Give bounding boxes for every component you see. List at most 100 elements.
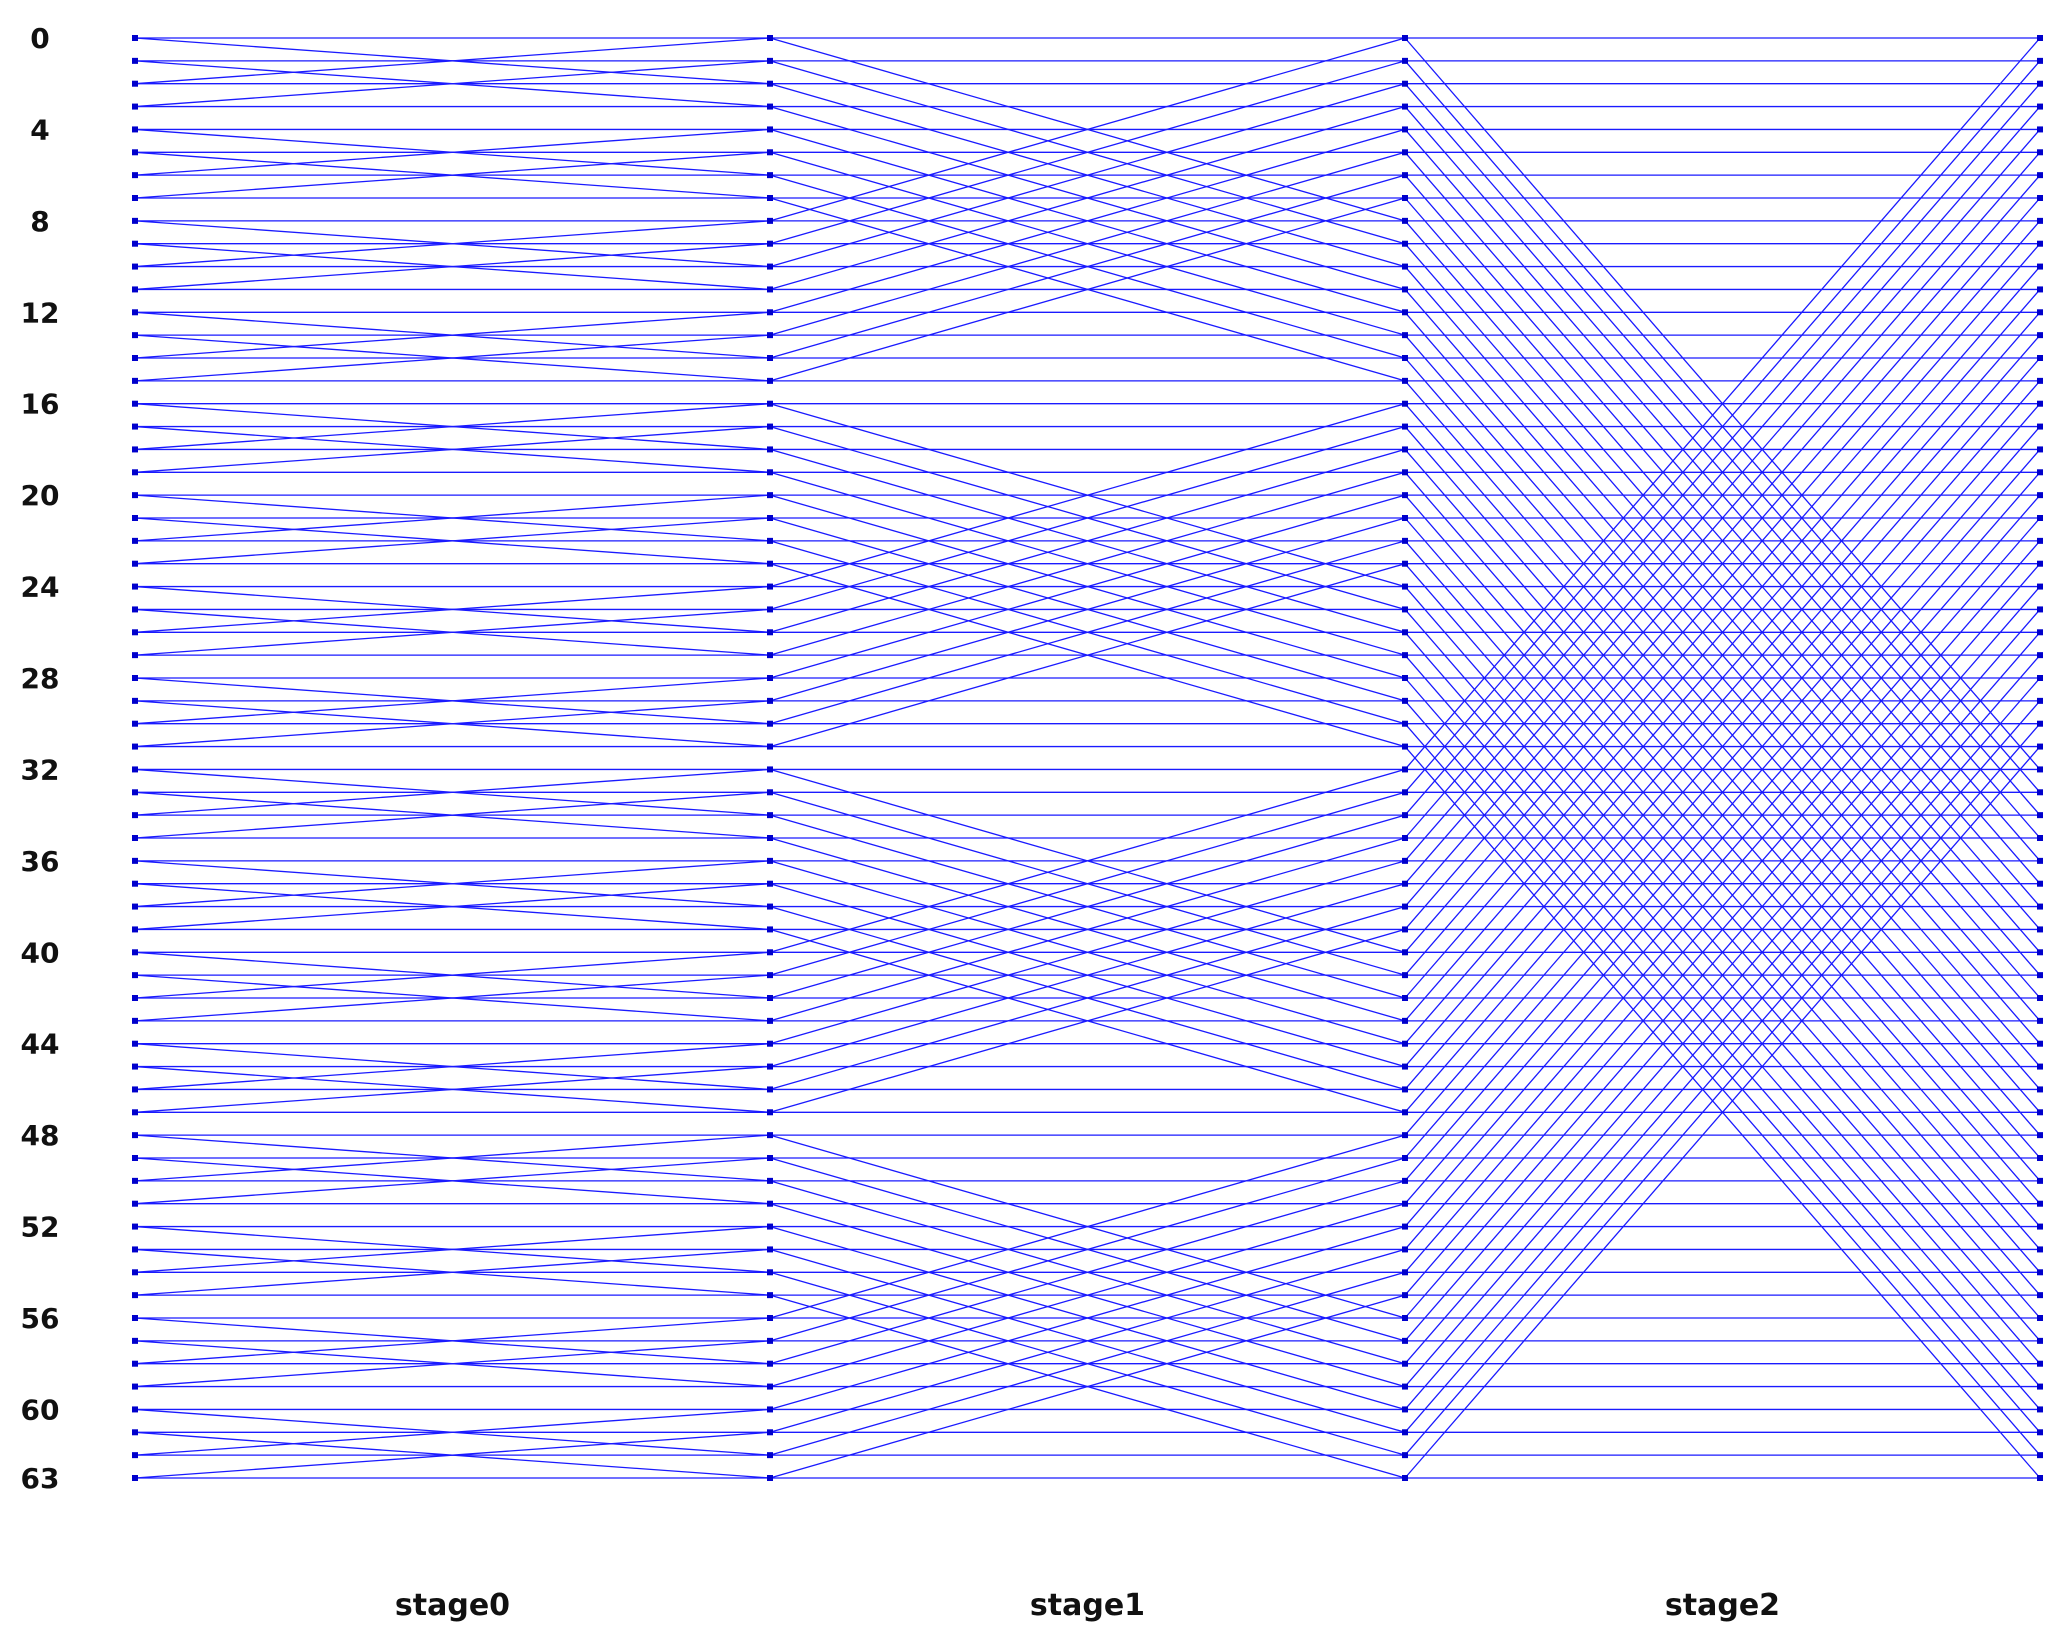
network-node [132, 263, 138, 270]
network-node [1402, 1040, 1408, 1047]
network-node [1402, 309, 1408, 316]
network-node [767, 57, 773, 64]
row-index-label: 24 [21, 571, 60, 604]
network-node [1402, 126, 1408, 133]
network-node [2037, 1155, 2043, 1161]
network-node [1402, 80, 1408, 87]
row-index-label: 36 [21, 845, 60, 878]
network-node [132, 149, 138, 156]
network-node [132, 1109, 138, 1116]
network-node [767, 880, 773, 887]
network-node [2037, 377, 2043, 384]
network-node [132, 1383, 138, 1390]
network-node [1402, 103, 1408, 110]
row-index-label: 52 [21, 1211, 60, 1244]
network-node [1402, 995, 1408, 1001]
network-edge [1404, 334, 2041, 1067]
network-node [767, 995, 773, 1001]
network-edge [769, 540, 1406, 725]
network-node [2037, 57, 2043, 64]
network-node [132, 217, 138, 224]
network-node [767, 766, 773, 773]
network-node [1402, 857, 1408, 864]
network-node [1402, 423, 1408, 430]
network-node [1402, 217, 1408, 224]
network-node [767, 1360, 773, 1367]
network-edge [134, 585, 771, 633]
network-edge [1404, 357, 2041, 1090]
network-edge [1404, 197, 2041, 930]
network-node [767, 652, 773, 659]
network-node [2037, 972, 2043, 979]
network-node [2037, 446, 2043, 453]
row-index-label: 20 [21, 479, 60, 512]
network-node [132, 583, 138, 590]
network-node [767, 1223, 773, 1230]
network-node [767, 103, 773, 110]
network-node [132, 995, 138, 1001]
network-node [1402, 697, 1408, 704]
network-edge [134, 1248, 771, 1296]
network-edge [769, 837, 1406, 1022]
network-node [2037, 1177, 2043, 1184]
network-node [767, 583, 773, 590]
network-node [132, 1155, 138, 1161]
network-node [132, 1337, 138, 1344]
network-edge [1404, 700, 2041, 1433]
row-index-label: 48 [21, 1119, 60, 1152]
network-edge [134, 334, 771, 382]
network-node [1402, 949, 1408, 956]
network-node [2037, 537, 2043, 544]
network-node [767, 1429, 773, 1436]
network-node [2037, 1086, 2043, 1093]
row-index-label: 44 [21, 1028, 60, 1061]
network-node [1402, 1132, 1408, 1139]
network-node [2037, 1132, 2043, 1139]
network-node [2037, 606, 2043, 613]
network-node [132, 57, 138, 64]
network-edge [769, 517, 1406, 702]
network-edge [769, 448, 1406, 633]
network-node [767, 1337, 773, 1344]
network-node [2037, 1063, 2043, 1070]
network-node [1402, 629, 1408, 636]
network-node [2037, 1292, 2043, 1299]
network-node [767, 1017, 773, 1024]
network-edge [1404, 517, 2041, 1250]
network-node [1402, 1337, 1408, 1344]
network-node [767, 1383, 773, 1390]
network-node [767, 172, 773, 179]
network-node [767, 1063, 773, 1070]
network-node [132, 1429, 138, 1436]
network-node [2037, 1269, 2043, 1276]
network-nodes [132, 35, 2043, 1481]
network-node [132, 789, 138, 796]
network-node [2037, 1200, 2043, 1207]
network-node [1402, 972, 1408, 979]
network-edge [769, 1271, 1406, 1456]
network-node [767, 629, 773, 636]
network-node [132, 1223, 138, 1230]
network-node [132, 1475, 138, 1481]
network-node [767, 446, 773, 453]
network-node [132, 743, 138, 750]
network-node [132, 857, 138, 864]
network-node [767, 1246, 773, 1253]
network-node [2037, 172, 2043, 179]
network-node [1402, 606, 1408, 613]
row-index-label: 0 [30, 22, 49, 55]
network-edge [769, 791, 1406, 976]
network-node [132, 126, 138, 133]
network-node [767, 1269, 773, 1276]
network-node [767, 789, 773, 796]
network-edge [1404, 746, 2041, 1479]
network-node [767, 903, 773, 910]
network-edge [1404, 151, 2041, 885]
network-node [1402, 492, 1408, 499]
network-node [2037, 1475, 2043, 1481]
network-node [767, 560, 773, 567]
network-edge [769, 494, 1406, 679]
network-node [767, 949, 773, 956]
network-node [767, 537, 773, 544]
network-edge [134, 608, 771, 656]
